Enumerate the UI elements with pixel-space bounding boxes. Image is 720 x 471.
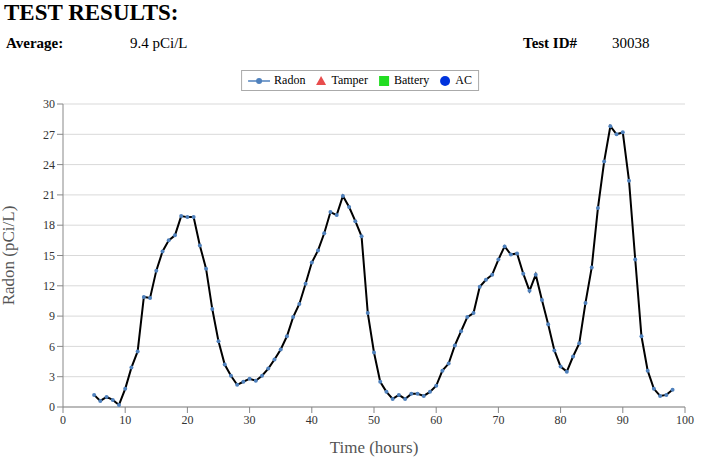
svg-text:30: 30: [244, 413, 256, 427]
svg-text:10: 10: [119, 413, 131, 427]
svg-text:15: 15: [43, 249, 55, 263]
svg-text:70: 70: [492, 413, 504, 427]
html-text:Test ID#: Test ID#: [523, 35, 577, 51]
svg-text:30: 30: [43, 97, 55, 111]
svg-text:3: 3: [49, 370, 55, 384]
svg-text:6: 6: [49, 340, 55, 354]
svg-text:20: 20: [181, 413, 193, 427]
html-text:30038: 30038: [612, 35, 650, 51]
svg-text:0: 0: [60, 413, 66, 427]
svg-text:27: 27: [43, 128, 55, 142]
svg-text:9: 9: [49, 309, 55, 323]
svg-text:60: 60: [430, 413, 442, 427]
svg-text:40: 40: [306, 413, 318, 427]
svg-text:90: 90: [617, 413, 629, 427]
html-text:TEST RESULTS:: TEST RESULTS:: [4, 0, 179, 25]
svg-text:0: 0: [49, 400, 55, 414]
html-text:Battery: Battery: [393, 73, 430, 87]
svg-text:Time (hours): Time (hours): [330, 438, 419, 457]
svg-text:12: 12: [43, 279, 55, 293]
html-text:Radon: Radon: [274, 73, 306, 87]
svg-text:Radon (pCi/L): Radon (pCi/L): [8, 206, 18, 306]
svg-text:21: 21: [43, 188, 55, 202]
svg-text:100: 100: [676, 413, 694, 427]
html-text:9.4 pCi/L: 9.4 pCi/L: [130, 35, 188, 51]
html-text:Tamper: Tamper: [331, 73, 368, 87]
svg-text:50: 50: [368, 413, 380, 427]
svg-text:24: 24: [43, 158, 55, 172]
html-text:Average:: Average:: [6, 35, 64, 51]
svg-text:80: 80: [555, 413, 567, 427]
html-text:AC: AC: [455, 73, 472, 87]
svg-text:18: 18: [43, 218, 55, 232]
